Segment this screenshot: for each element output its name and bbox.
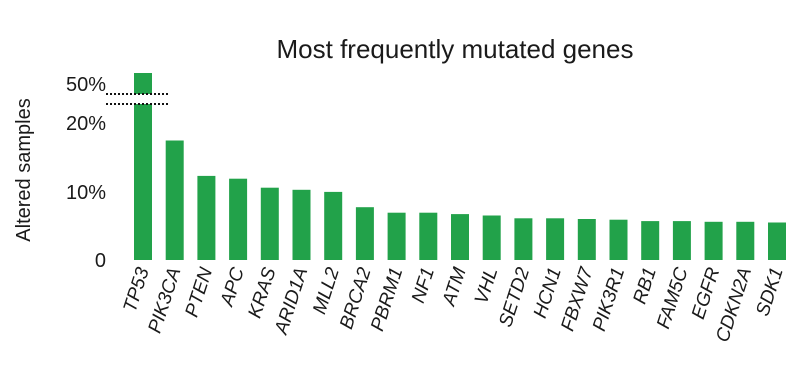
bar-setd2 <box>514 218 533 260</box>
y-tick-0: 0 <box>95 250 106 272</box>
bars-group <box>134 73 786 260</box>
axis-break-gap <box>106 94 168 104</box>
x-tick-kras: KRAS <box>245 265 281 321</box>
x-tick-hcn1: HCN1 <box>530 265 566 321</box>
bar-cdkn2a <box>736 221 755 260</box>
bar-hcn1 <box>546 218 565 260</box>
x-tick-sdk1: SDK1 <box>752 265 787 319</box>
x-tick-nf1: NF1 <box>408 265 439 306</box>
axis-break-marker <box>106 93 168 105</box>
x-tick-pten: PTEN <box>182 265 218 320</box>
bar-rb1 <box>641 221 660 260</box>
bar-mll2 <box>324 191 343 260</box>
bar-pten <box>197 175 216 260</box>
bar-pik3ca <box>165 140 184 260</box>
bar-pik3r1 <box>609 219 628 260</box>
bar-atm <box>451 214 469 260</box>
y-tick-labels: 0 10% 20% 50% <box>66 74 106 272</box>
x-tick-apc: APC <box>216 265 248 310</box>
x-tick-atm: ATM <box>439 265 471 309</box>
bar-tp53 <box>134 73 152 260</box>
x-tick-rb1: RB1 <box>630 265 661 307</box>
y-tick-50: 50% <box>66 74 106 96</box>
x-tick-tp53: TP53 <box>120 265 154 315</box>
bar-brca2 <box>355 207 374 260</box>
y-tick-20: 20% <box>66 113 106 135</box>
bar-egfr <box>704 221 723 260</box>
bar-sdk1 <box>768 222 786 260</box>
bar-nf1 <box>419 212 438 260</box>
bar-apc <box>229 178 248 260</box>
bar-arid1a <box>292 189 311 260</box>
chart-title: Most frequently mutated genes <box>277 34 634 64</box>
x-tick-vhl: VHL <box>471 265 502 307</box>
bar-pbrm1 <box>387 212 406 260</box>
bar-fbxw7 <box>577 219 596 260</box>
bar-fam5c <box>672 221 691 260</box>
bar-vhl <box>482 215 501 260</box>
x-tick-mll2: MLL2 <box>309 265 344 317</box>
y-tick-10: 10% <box>66 182 106 204</box>
y-axis-label: Altered samples <box>13 98 35 241</box>
bar-kras <box>260 187 279 260</box>
x-tick-egfr: EGFR <box>688 265 724 322</box>
